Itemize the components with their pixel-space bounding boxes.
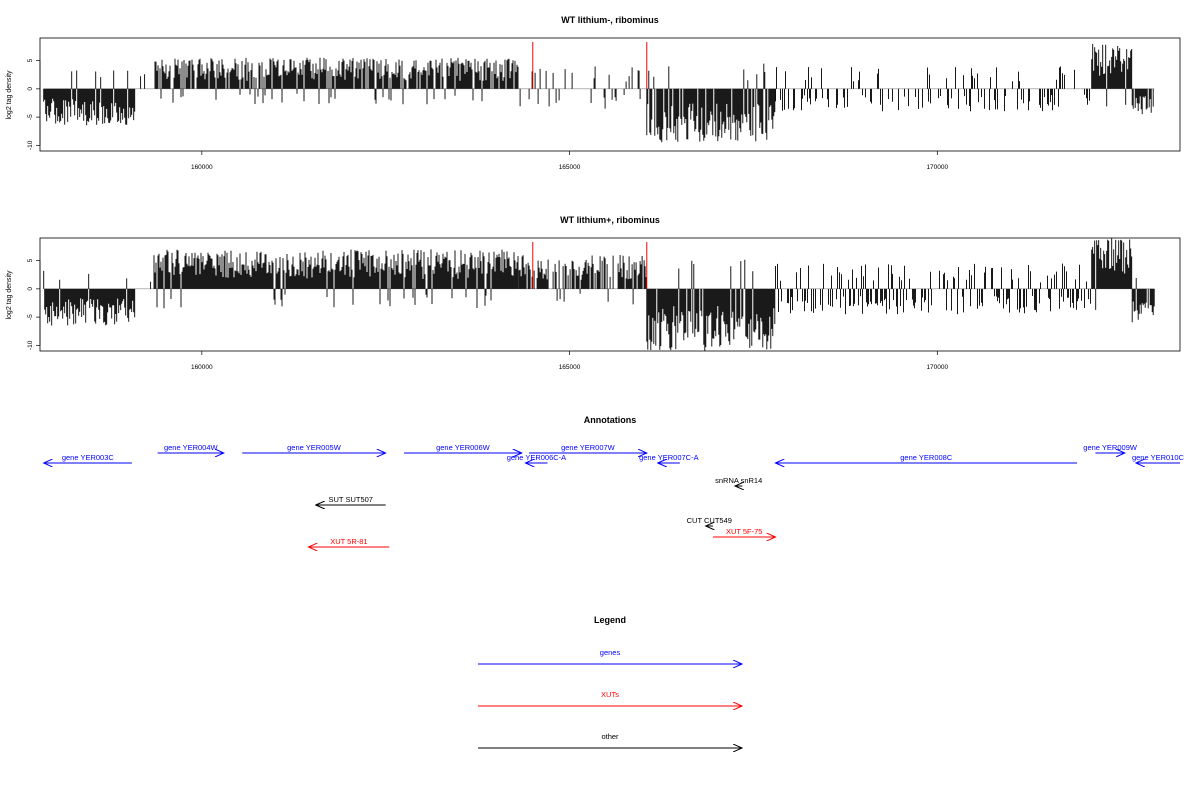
y-axis-label: log2 tag density — [6, 70, 13, 120]
x-tick-label: 170000 — [926, 364, 948, 371]
legend-label: genes — [600, 648, 621, 657]
feature-label: XUT 5F-75 — [726, 527, 763, 536]
track-lithium-minus: WT lithium-, ribominus log2 tag density … — [6, 15, 1181, 171]
feature-label: gene YER006W — [436, 443, 491, 452]
feature-label: gene YER004W — [164, 443, 219, 452]
x-tick-label: 170000 — [926, 164, 948, 171]
coverage-bars — [43, 238, 1155, 351]
y-axis-label: log2 tag density — [6, 270, 13, 320]
y-tick-label: 0 — [27, 287, 34, 291]
x-tick-label: 160000 — [191, 164, 213, 171]
feature-label: CUT CUT549 — [687, 516, 732, 525]
feature-label: gene YER008C — [900, 453, 953, 462]
feature-list: gene YER003C gene YER004W gene YER005W gene… — [44, 443, 1185, 547]
feature-label: SUT SUT507 — [329, 495, 373, 504]
feature-label: gene YER005W — [287, 443, 342, 452]
y-axis: 5 0 -5 -10 — [27, 58, 41, 150]
x-tick-label: 165000 — [559, 364, 581, 371]
x-axis: 160000 165000 170000 — [191, 351, 949, 371]
feature-label: gene YER006C-A — [507, 453, 566, 462]
legend-panel: Legend genes XUTs other — [478, 615, 742, 748]
feature-label: snRNA snR14 — [715, 476, 762, 485]
feature-label: gene YER009W — [1083, 443, 1138, 452]
legend-items: genes XUTs other — [478, 648, 742, 748]
track-title: WT lithium+, ribominus — [560, 215, 660, 225]
plot-frame — [39, 37, 1181, 152]
x-axis: 160000 165000 170000 — [191, 151, 949, 171]
y-axis: 5 0 -5 -10 — [27, 258, 41, 350]
legend-label: other — [601, 732, 619, 741]
y-tick-label: 5 — [27, 58, 34, 62]
annotations-title: Annotations — [584, 415, 637, 425]
feature-label: gene YER007W — [561, 443, 616, 452]
legend-label: XUTs — [601, 690, 619, 699]
y-tick-label: 0 — [27, 87, 34, 91]
y-tick-label: -5 — [27, 114, 34, 120]
y-tick-label: -5 — [27, 314, 34, 320]
coverage-bar-series — [43, 238, 1155, 351]
y-tick-label: -10 — [27, 340, 34, 350]
region-markers — [532, 42, 648, 89]
plot-frame — [39, 237, 1181, 352]
y-tick-label: 5 — [27, 258, 34, 262]
feature-label: XUT 5R-81 — [330, 537, 367, 546]
coverage-bar-series — [43, 43, 1154, 143]
legend-title: Legend — [594, 615, 626, 625]
coverage-bars — [43, 43, 1155, 143]
track-lithium-plus: WT lithium+, ribominus log2 tag density … — [6, 215, 1181, 371]
feature-label: gene YER007C-A — [639, 453, 698, 462]
x-tick-label: 165000 — [559, 164, 581, 171]
track-title: WT lithium-, ribominus — [561, 15, 659, 25]
y-tick-label: -10 — [27, 140, 34, 150]
region-markers — [532, 242, 648, 289]
x-tick-label: 160000 — [191, 364, 213, 371]
feature-label: gene YER010C — [1132, 453, 1185, 462]
feature-label: gene YER003C — [62, 453, 115, 462]
